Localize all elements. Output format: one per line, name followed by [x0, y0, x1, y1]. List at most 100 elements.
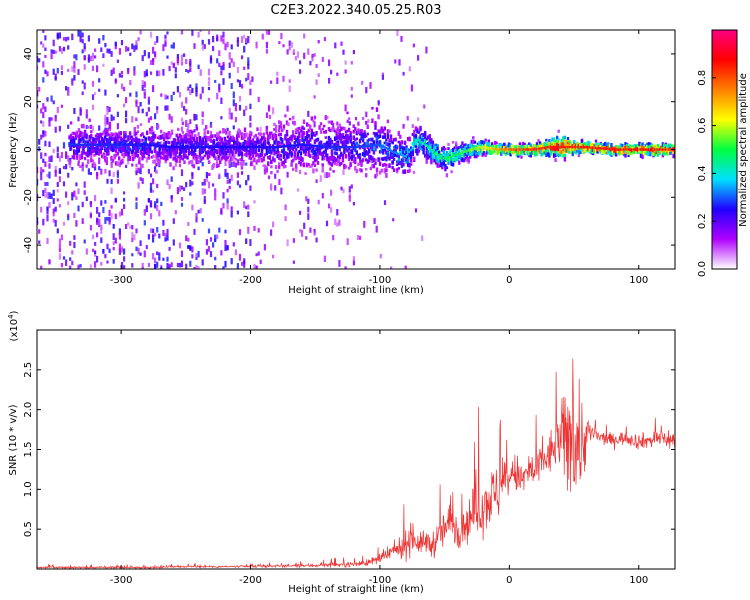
heatmap-noise-cell — [330, 69, 333, 75]
heatmap-ridge-cell — [361, 139, 365, 143]
heatmap-ridge-peak — [214, 145, 217, 149]
heatmap-ridge-cell — [434, 143, 438, 147]
heatmap-ridge-peak — [630, 148, 633, 151]
heatmap-noise-cell — [315, 64, 318, 68]
heatmap-ridge-peak — [405, 154, 408, 158]
heatmap-noise-cell — [123, 248, 126, 255]
heatmap-ridge-cell — [417, 139, 421, 143]
heatmap-ridge-cell — [644, 144, 647, 147]
heatmap-ridge-cell — [493, 140, 497, 146]
heatmap-noise-cell — [191, 87, 194, 94]
heatmap-ridge-cell — [413, 137, 416, 142]
heatmap-ridge-peak — [663, 148, 666, 151]
heatmap-ridge-peak — [459, 151, 462, 155]
heatmap-noise-cell — [259, 259, 262, 265]
heatmap-ridge-cell — [543, 150, 546, 155]
heatmap-ridge-cell — [107, 148, 110, 153]
heatmap-ridge-peak — [416, 140, 419, 144]
heatmap-ridge-cell — [141, 163, 144, 169]
heatmap-ridge-cell — [293, 156, 296, 161]
heatmap-noise-cell — [125, 118, 128, 124]
heatmap-noise-cell — [247, 60, 250, 65]
heatmap-ridge-cell — [378, 130, 382, 134]
heatmap-ridge-peak — [242, 145, 245, 149]
heatmap-ridge-cell — [239, 158, 242, 162]
heatmap-ridge-cell — [212, 163, 216, 168]
heatmap-ridge-cell — [118, 156, 121, 161]
heatmap-ridge-cell — [439, 159, 442, 163]
heatmap-noise-cell — [390, 266, 393, 269]
heatmap-ridge-cell — [158, 142, 161, 147]
heatmap-ridge-cell — [285, 120, 289, 126]
heatmap-ridge-peak — [436, 152, 439, 155]
heatmap-ridge-cell — [105, 137, 108, 142]
colorbar-tick-label: 0.6 — [697, 118, 708, 134]
heatmap-ridge-cell — [484, 144, 487, 148]
heatmap-ridge-cell — [644, 146, 647, 150]
heatmap-ridge-cell — [528, 142, 531, 146]
heatmap-ridge-peak — [265, 145, 268, 149]
heatmap-ridge-peak — [189, 145, 192, 149]
heatmap-noise-cell — [56, 182, 59, 187]
heatmap-ridge-cell — [142, 155, 146, 159]
heatmap-noise-cell — [315, 179, 318, 183]
heatmap-ridge-cell — [108, 137, 112, 142]
heatmap-ridge-cell — [276, 142, 279, 147]
heatmap-noise-cell — [38, 146, 41, 152]
heatmap-noise-cell — [67, 45, 70, 50]
heatmap-ridge-cell — [483, 151, 486, 154]
heatmap-noise-cell — [38, 58, 41, 63]
heatmap-ridge-cell — [590, 149, 593, 154]
heatmap-noise-cell — [292, 260, 295, 264]
heatmap-noise-cell — [377, 100, 380, 104]
heatmap-ridge-cell — [565, 143, 568, 147]
heatmap-ridge-cell — [80, 133, 84, 138]
heatmap-ridge-cell — [229, 137, 233, 140]
heatmap-ridge-cell — [90, 152, 93, 157]
heatmap-ridge-cell — [385, 173, 388, 178]
heatmap-noise-cell — [201, 118, 204, 125]
heatmap-ridge-cell — [194, 134, 197, 138]
heatmap-ridge-cell — [498, 150, 501, 155]
heatmap-ridge-cell — [330, 152, 334, 157]
heatmap-ridge-cell — [83, 140, 87, 145]
heatmap-ridge-peak — [532, 148, 535, 151]
heatmap-ridge-cell — [278, 129, 281, 133]
heatmap-noise-cell — [249, 185, 252, 191]
heatmap-noise-cell — [87, 168, 90, 175]
heatmap-ridge-peak — [615, 148, 618, 151]
heatmap-noise-cell — [375, 225, 378, 233]
heatmap-ridge-cell — [90, 157, 93, 163]
heatmap-noise-cell — [255, 41, 258, 49]
heatmap-ridge-cell — [431, 140, 435, 145]
heatmap-ridge-cell — [82, 144, 85, 150]
heatmap-ridge-cell — [110, 132, 113, 137]
heatmap-noise-cell — [154, 41, 157, 45]
heatmap-ridge-cell — [605, 149, 609, 152]
heatmap-ridge-cell — [203, 131, 206, 136]
heatmap-noise-cell — [135, 163, 138, 168]
heatmap-noise-cell — [116, 171, 119, 178]
heatmap-ridge-cell — [635, 151, 638, 155]
heatmap-noise-cell — [71, 193, 74, 201]
heatmap-ridge-cell — [469, 154, 472, 159]
heatmap-noise-cell — [156, 109, 159, 114]
heatmap-ridge-cell — [233, 139, 236, 143]
heatmap-ridge-cell — [195, 136, 199, 141]
heatmap-ridge-peak — [508, 148, 510, 151]
heatmap-ridge-cell — [524, 144, 528, 149]
heatmap-ridge-cell — [264, 137, 267, 140]
heatmap-ridge-cell — [366, 145, 369, 150]
heatmap-ridge-cell — [76, 131, 79, 137]
heatmap-noise-cell — [185, 263, 188, 269]
heatmap-ridge-cell — [90, 133, 93, 137]
heatmap-ridge-cell — [229, 156, 233, 162]
heatmap-noise-cell — [344, 60, 347, 65]
heatmap-ridge-cell — [114, 139, 118, 145]
heatmap-noise-cell — [120, 246, 124, 250]
heatmap-ridge-cell — [299, 145, 303, 151]
heatmap-ridge-cell — [313, 134, 317, 137]
heatmap-ridge-cell — [212, 140, 216, 145]
heatmap-noise-cell — [85, 125, 88, 129]
heatmap-noise-cell — [67, 68, 70, 72]
